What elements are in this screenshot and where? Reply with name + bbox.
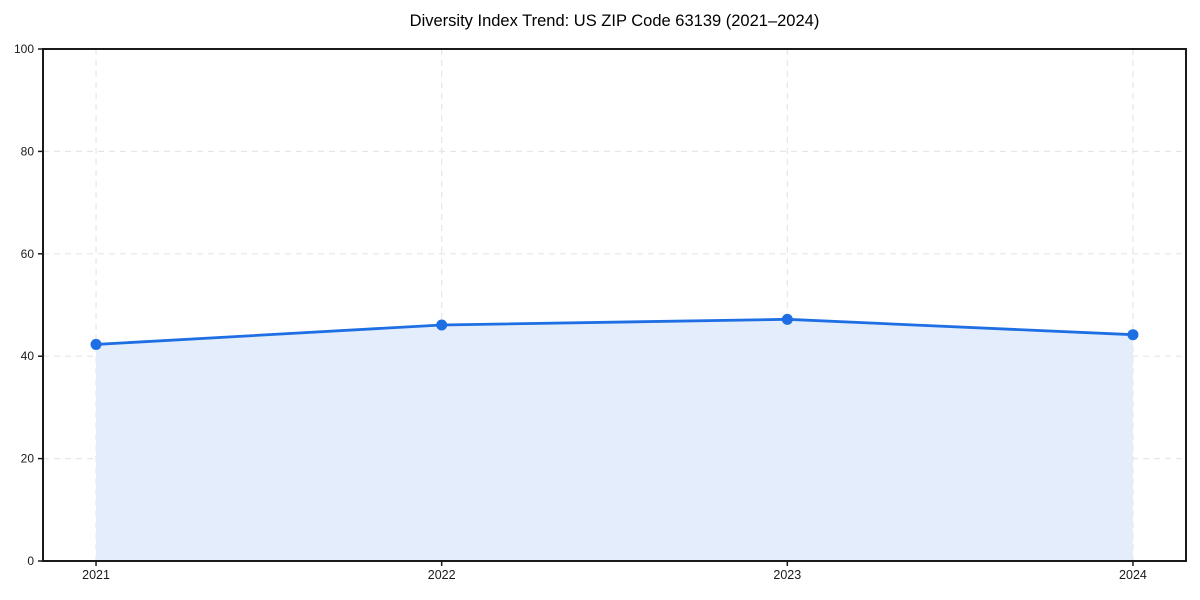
data-point bbox=[781, 313, 793, 325]
chart-title: Diversity Index Trend: US ZIP Code 63139… bbox=[409, 12, 820, 30]
area-fill bbox=[96, 319, 1133, 561]
x-tick-label: 2024 bbox=[1119, 568, 1147, 582]
y-tick-label: 40 bbox=[21, 349, 35, 363]
trend-line bbox=[94, 317, 1135, 346]
data-point bbox=[436, 319, 448, 331]
y-tick-label: 0 bbox=[27, 554, 34, 568]
y-tick-label: 100 bbox=[14, 42, 34, 56]
y-tick-label: 60 bbox=[21, 247, 35, 261]
data-point bbox=[1127, 329, 1139, 341]
plot-spines bbox=[42, 48, 1187, 562]
x-tick-label: 2021 bbox=[82, 568, 110, 582]
x-tick-label: 2022 bbox=[428, 568, 456, 582]
data-point bbox=[90, 338, 102, 350]
x-tick-label: 2023 bbox=[773, 568, 801, 582]
y-tick-label: 20 bbox=[21, 452, 35, 466]
y-tick-label: 80 bbox=[21, 144, 35, 158]
